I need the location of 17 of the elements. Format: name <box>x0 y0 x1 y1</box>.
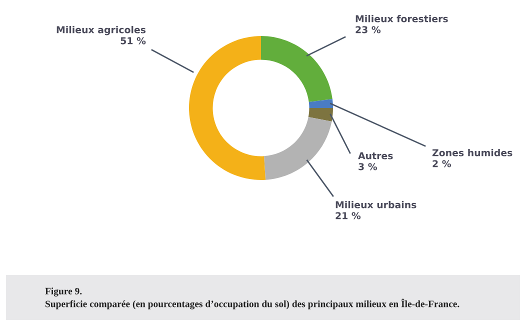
donut-slice <box>261 36 332 102</box>
donut-slice <box>308 108 333 122</box>
donut-slice <box>189 36 266 180</box>
slice-label: Milieux forestiers <box>356 15 448 22</box>
data-label: 3 % <box>358 163 378 170</box>
data-label: 23 % <box>356 26 381 34</box>
slice-label: Milieux urbains <box>336 201 416 208</box>
donut-slice <box>308 98 333 108</box>
data-label: 2 % <box>432 160 452 168</box>
donut-slice <box>264 117 332 180</box>
text: Superficie comparée (en pourcentages d’occupation du sol) des principaux milieux en Île-de-France. <box>46 298 460 310</box>
caption: Figure 9. <box>45 288 82 296</box>
slice-label: Autres <box>358 152 393 160</box>
data-label: 21 % <box>336 212 361 220</box>
slice-label: Milieux agricoles <box>56 26 146 36</box>
data-label: 51 % <box>120 37 146 44</box>
slice-label: Zones humides <box>432 149 512 156</box>
